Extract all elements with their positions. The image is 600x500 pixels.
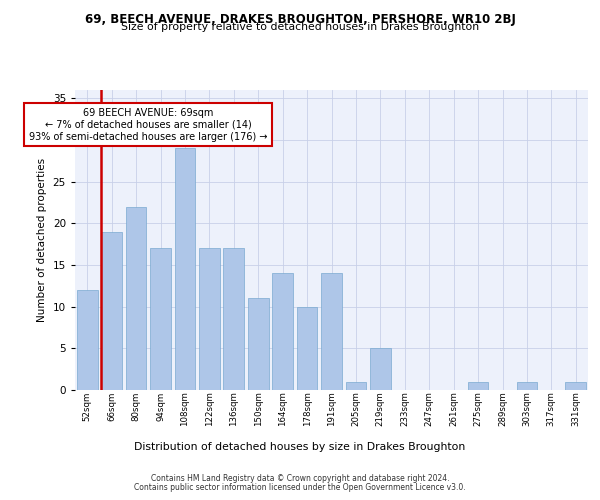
Bar — [565, 382, 586, 390]
Bar — [248, 298, 269, 390]
Y-axis label: Number of detached properties: Number of detached properties — [37, 158, 47, 322]
Bar — [467, 382, 488, 390]
Text: Contains public sector information licensed under the Open Government Licence v3: Contains public sector information licen… — [134, 483, 466, 492]
Text: 69, BEECH AVENUE, DRAKES BROUGHTON, PERSHORE, WR10 2BJ: 69, BEECH AVENUE, DRAKES BROUGHTON, PERS… — [85, 12, 515, 26]
Bar — [272, 274, 293, 390]
Text: Distribution of detached houses by size in Drakes Broughton: Distribution of detached houses by size … — [134, 442, 466, 452]
Bar — [125, 206, 146, 390]
Bar — [199, 248, 220, 390]
Bar — [101, 232, 122, 390]
Bar — [175, 148, 196, 390]
Bar — [223, 248, 244, 390]
Bar — [150, 248, 171, 390]
Text: Contains HM Land Registry data © Crown copyright and database right 2024.: Contains HM Land Registry data © Crown c… — [151, 474, 449, 483]
Bar — [346, 382, 367, 390]
Bar — [321, 274, 342, 390]
Bar — [77, 290, 98, 390]
Bar — [296, 306, 317, 390]
Bar — [370, 348, 391, 390]
Text: Size of property relative to detached houses in Drakes Broughton: Size of property relative to detached ho… — [121, 22, 479, 32]
Bar — [517, 382, 538, 390]
Text: 69 BEECH AVENUE: 69sqm
← 7% of detached houses are smaller (14)
93% of semi-deta: 69 BEECH AVENUE: 69sqm ← 7% of detached … — [29, 108, 268, 142]
